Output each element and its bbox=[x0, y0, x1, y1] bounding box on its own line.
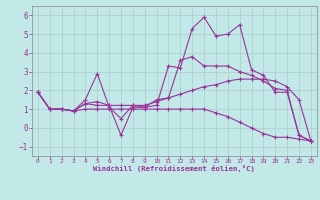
X-axis label: Windchill (Refroidissement éolien,°C): Windchill (Refroidissement éolien,°C) bbox=[93, 165, 255, 172]
